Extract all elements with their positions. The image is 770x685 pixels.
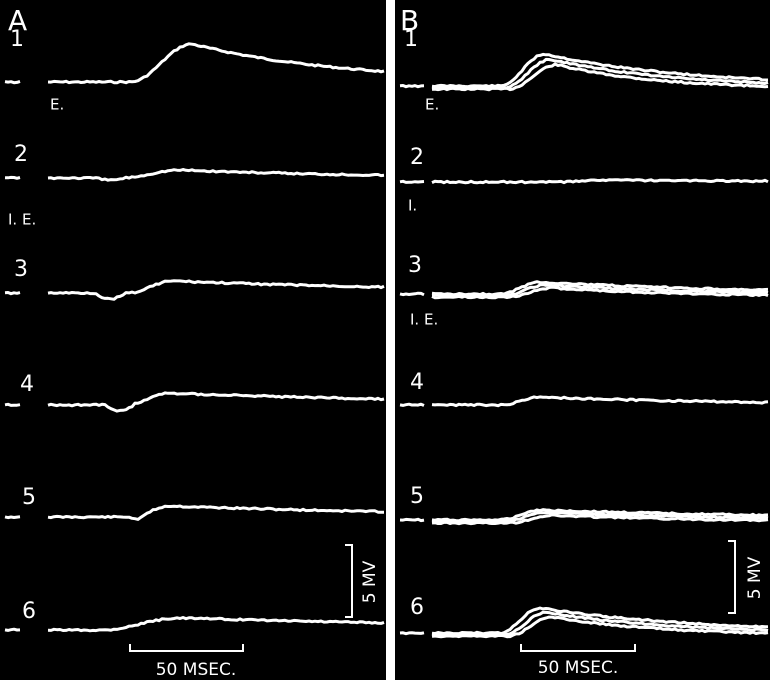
trace [5, 629, 20, 630]
trace-marker: E. [425, 96, 439, 114]
trace [400, 86, 424, 87]
time-scale-label: 50 MSEC. [156, 660, 237, 680]
trace-number: 3 [408, 253, 422, 278]
trace [400, 519, 424, 520]
trace-number: 3 [14, 257, 28, 282]
trace [400, 293, 424, 295]
trace-marker: I. E. [8, 211, 36, 229]
trace [400, 181, 424, 182]
trace [5, 517, 20, 518]
voltage-scale-label: 5 MV [360, 560, 380, 603]
trace-number: 1 [404, 27, 418, 52]
trace-number: 4 [20, 372, 34, 397]
trace-number: 4 [410, 370, 424, 395]
figure: A 1 E. 2 I. E. 3 4 5 6 5 MV 50 MSEC. B 1… [0, 0, 770, 685]
time-scale-label: 50 MSEC. [538, 658, 619, 678]
trace-number: 6 [22, 599, 36, 624]
trace-number: 1 [10, 27, 24, 52]
trace-number: 6 [410, 595, 424, 620]
trace [5, 81, 20, 82]
voltage-scale-label: 5 MV [745, 556, 765, 599]
panel-b-background [395, 0, 770, 680]
trace [5, 293, 20, 294]
trace-number: 2 [14, 142, 28, 167]
trace [400, 404, 424, 405]
trace-number: 5 [22, 485, 36, 510]
trace-marker: E. [50, 96, 64, 114]
trace-number: 5 [410, 484, 424, 509]
trace [5, 177, 20, 178]
trace [400, 633, 424, 634]
trace-marker: I. E. [410, 311, 438, 329]
trace-marker: I. [408, 197, 417, 215]
trace-number: 2 [410, 145, 424, 170]
trace [5, 404, 20, 405]
